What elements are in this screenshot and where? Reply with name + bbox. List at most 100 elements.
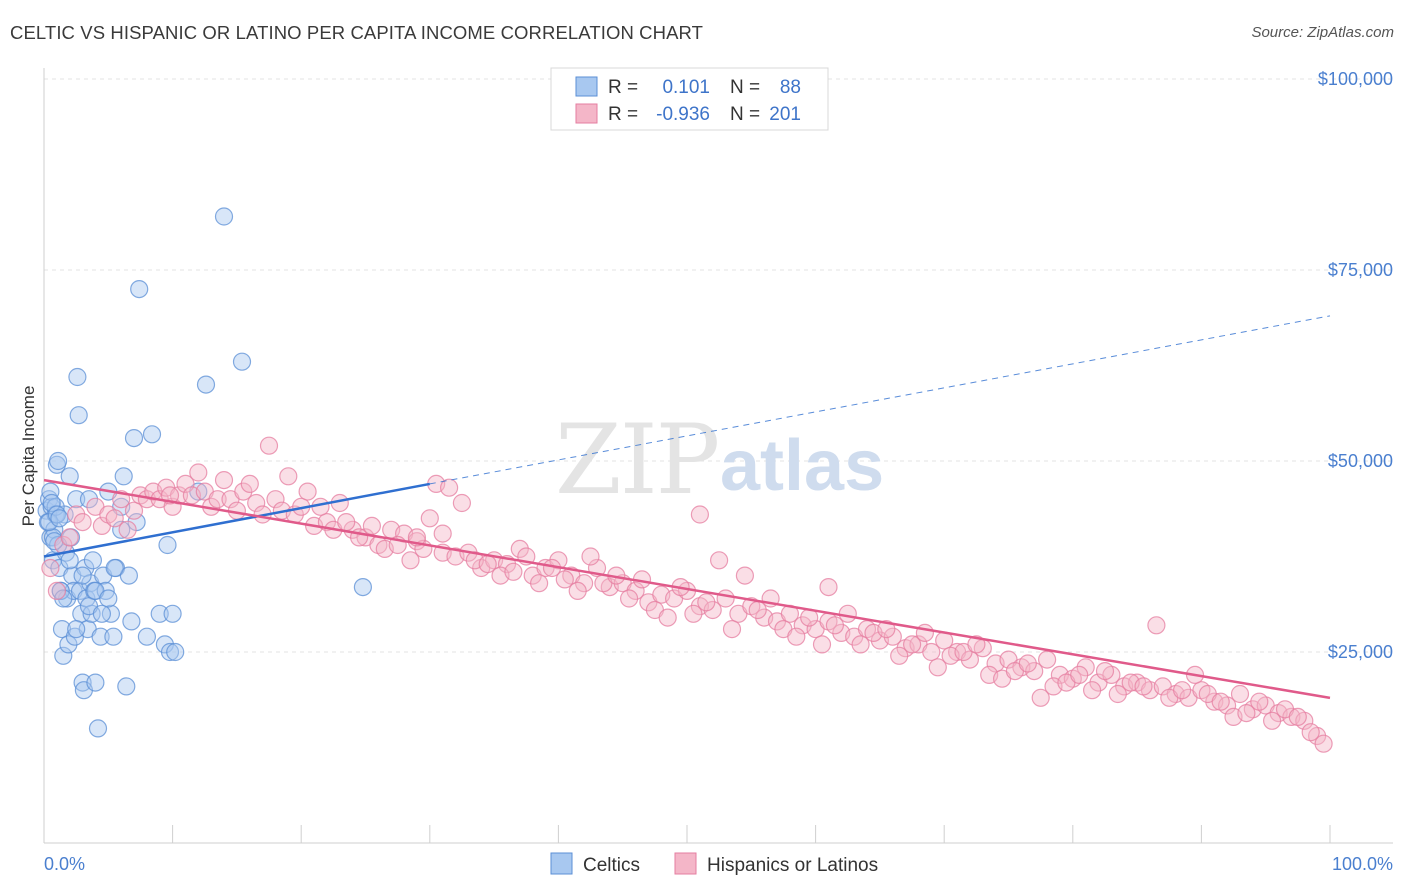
- point-celtics-48: [114, 467, 133, 486]
- point-hispanics-187: [1172, 681, 1192, 700]
- watermark-atlas: atlas: [720, 426, 884, 506]
- point-celtics-81: [105, 558, 124, 578]
- point-celtics-50: [119, 566, 138, 585]
- point-hispanics-139: [555, 570, 574, 589]
- point-hispanics-192: [1237, 703, 1256, 723]
- point-hispanics-118: [1314, 734, 1333, 753]
- point-hispanics-111: [1230, 684, 1250, 704]
- y-axis-label: Per Capita Income: [19, 386, 38, 527]
- point-hispanics-175: [1018, 654, 1037, 673]
- point-hispanics-157: [787, 627, 806, 646]
- point-celtics-73: [54, 589, 73, 608]
- trend-lines: [43, 315, 1331, 700]
- point-hispanics-193: [1250, 692, 1269, 711]
- point-celtics-87: [50, 509, 69, 528]
- point-celtics-84: [42, 493, 61, 513]
- point-hispanics-22: [189, 463, 208, 482]
- point-hispanics-159: [812, 635, 832, 654]
- point-celtics-61: [163, 604, 182, 623]
- point-hispanics-36: [279, 467, 298, 486]
- y-tick-labels: $25,000 $50,000 $75,000 $100,000: [1318, 69, 1393, 662]
- point-celtics-62: [166, 642, 185, 662]
- y-tick-label-1: $50,000: [1328, 451, 1393, 471]
- point-hispanics-124: [362, 516, 381, 536]
- point-celtics-55: [137, 627, 156, 646]
- point-hispanics-200: [433, 524, 452, 543]
- point-celtics-23: [67, 490, 86, 509]
- legend-r-label-hispanics: R =: [608, 104, 638, 125]
- legend-swatch-hispanics: [575, 103, 598, 124]
- point-hispanics-48: [420, 509, 439, 528]
- point-hispanics-160: [825, 616, 845, 635]
- point-hispanics-90: [960, 650, 980, 669]
- point-hispanics-11: [118, 520, 137, 539]
- point-celtics-28: [73, 673, 92, 692]
- point-celtics-52: [124, 429, 144, 448]
- point-hispanics-127: [401, 551, 420, 570]
- point-hispanics-130: [440, 478, 459, 497]
- point-hispanics-95: [1025, 661, 1044, 681]
- point-celtics-74: [60, 551, 79, 570]
- watermark: ZIP atlas: [555, 404, 884, 516]
- point-hispanics-144: [619, 589, 639, 608]
- point-hispanics-84: [883, 627, 902, 646]
- point-hispanics-180: [1082, 681, 1102, 700]
- point-celtics-60: [160, 642, 180, 662]
- series-legend-label-hispanics: Hispanics or Latinos: [707, 855, 878, 876]
- point-celtics-25: [69, 406, 88, 425]
- point-hispanics-99: [1076, 658, 1095, 677]
- point-hispanics-135: [504, 562, 523, 581]
- point-hispanics-197: [1301, 723, 1320, 742]
- point-hispanics-55: [510, 539, 529, 559]
- point-celtics-66: [232, 352, 252, 371]
- point-celtics-65: [214, 207, 234, 226]
- data-points: [37, 207, 1333, 753]
- y-tick-label-2: $75,000: [1328, 260, 1393, 280]
- y-tick-label-3: $100,000: [1318, 69, 1393, 89]
- point-hispanics-137: [529, 574, 549, 593]
- series-legend-label-celtics: Celtics: [583, 855, 640, 876]
- point-hispanics-1: [47, 581, 67, 601]
- point-celtics-80: [99, 589, 118, 608]
- point-hispanics-5: [73, 512, 92, 532]
- point-hispanics-165: [890, 646, 909, 665]
- point-hispanics-166: [902, 635, 922, 654]
- x-tick-label-max: 100.0%: [1332, 854, 1393, 874]
- point-hispanics-122: [337, 512, 356, 532]
- point-celtics-67: [353, 577, 372, 597]
- point-hispanics-3: [60, 528, 79, 547]
- point-hispanics-0: [41, 558, 60, 578]
- point-hispanics-185: [1147, 616, 1166, 635]
- series-legend: Celtics Hispanics or Latinos: [550, 852, 878, 876]
- point-celtics-56: [142, 425, 162, 444]
- point-hispanics-201: [690, 505, 710, 524]
- point-hispanics-20: [176, 474, 195, 493]
- stats-legend: R = 0.101 N = 88 R = -0.936 N = 201: [550, 67, 829, 131]
- point-hispanics-26: [214, 471, 234, 490]
- series-legend-swatch-hispanics: [674, 852, 697, 875]
- point-celtics-36: [83, 551, 103, 570]
- point-hispanics-131: [452, 493, 471, 513]
- point-hispanics-141: [581, 547, 600, 566]
- point-celtics-64: [196, 375, 216, 394]
- point-hispanics-171: [967, 635, 986, 654]
- point-celtics-38: [86, 673, 105, 692]
- point-hispanics-147: [658, 608, 677, 627]
- point-hispanics-153: [735, 566, 755, 585]
- point-hispanics-164: [877, 619, 896, 639]
- trend-line-celtics: [43, 482, 431, 558]
- point-hispanics-176: [1031, 688, 1050, 707]
- point-hispanics-152: [722, 619, 742, 639]
- point-celtics-85: [45, 532, 64, 551]
- point-celtics-57: [150, 604, 169, 623]
- point-hispanics-194: [1262, 711, 1282, 730]
- point-celtics-39: [88, 719, 108, 738]
- point-celtics-75: [67, 619, 86, 639]
- y-tick-label-0: $25,000: [1328, 642, 1393, 662]
- legend-n-value-hispanics: 201: [769, 104, 801, 125]
- point-hispanics-181: [1095, 661, 1115, 681]
- point-hispanics-12: [124, 501, 144, 520]
- x-tick-labels: 0.0% 100.0%: [44, 854, 1393, 874]
- point-hispanics-87: [922, 642, 941, 662]
- axes: [43, 68, 1393, 844]
